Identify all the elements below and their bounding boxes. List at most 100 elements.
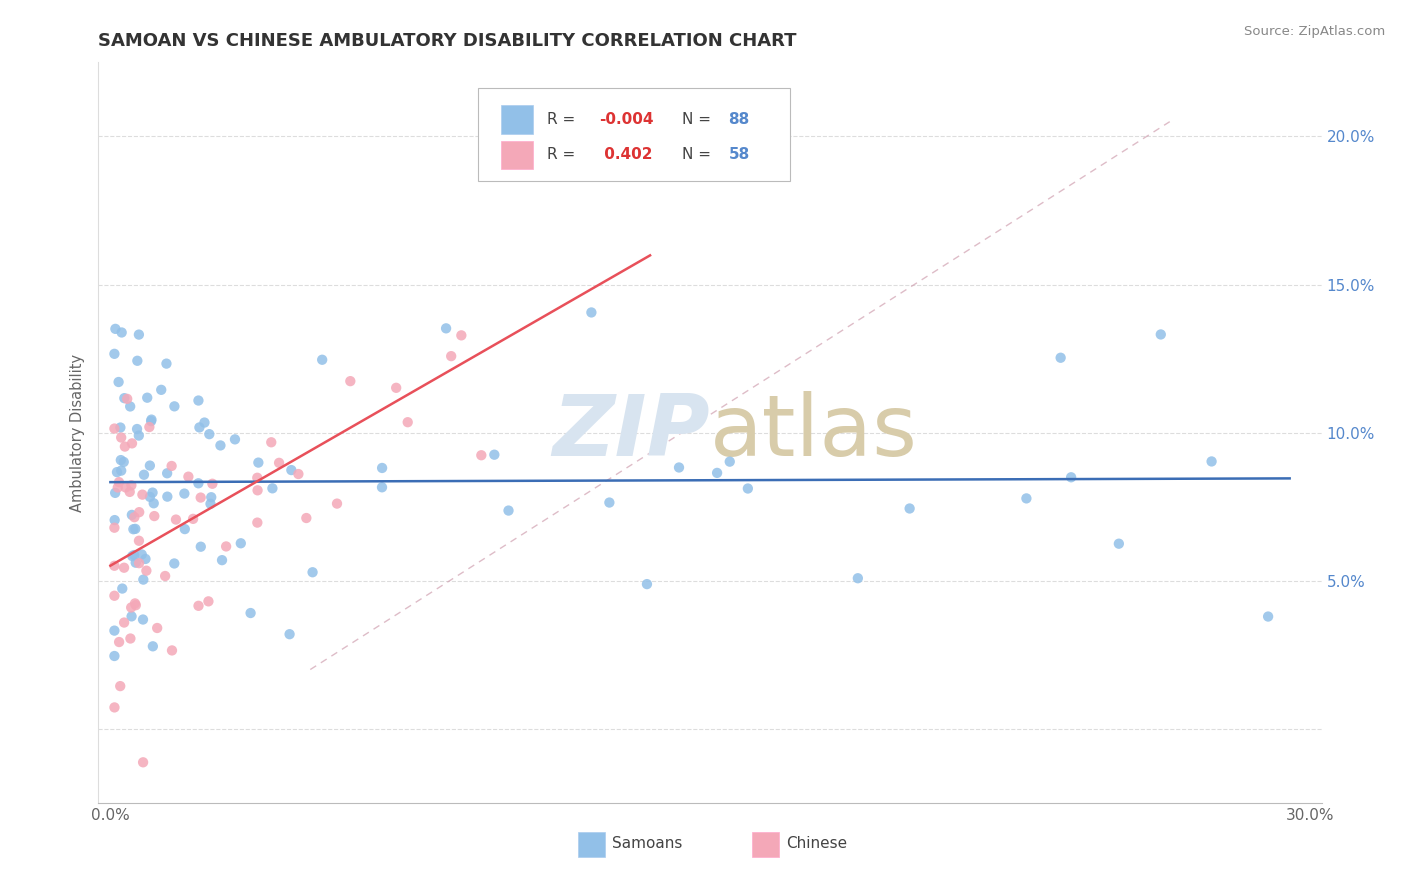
Point	[484, 448, 506, 462]
Text: 0.402: 0.402	[599, 147, 652, 162]
Point	[128, 533, 150, 548]
Text: -0.004: -0.004	[599, 112, 654, 127]
Point	[706, 466, 728, 480]
Point	[396, 415, 419, 429]
Point	[156, 490, 179, 504]
Point	[139, 490, 162, 504]
Text: Source: ZipAtlas.com: Source: ZipAtlas.com	[1244, 25, 1385, 38]
Point	[846, 571, 869, 585]
Point	[173, 522, 195, 536]
Point	[190, 491, 212, 505]
Point	[110, 420, 132, 434]
Point	[103, 589, 125, 603]
Point	[209, 438, 232, 452]
Point	[581, 305, 603, 319]
Point	[112, 455, 135, 469]
Point	[131, 488, 153, 502]
Point	[132, 573, 155, 587]
Point	[110, 431, 132, 445]
Text: atlas: atlas	[710, 391, 918, 475]
Point	[1201, 454, 1223, 468]
Point	[301, 566, 323, 580]
Point	[132, 756, 155, 770]
Point	[114, 480, 136, 494]
FancyBboxPatch shape	[578, 831, 605, 857]
Point	[132, 613, 155, 627]
Point	[114, 440, 136, 454]
Point	[132, 467, 155, 482]
Point	[156, 467, 179, 481]
Text: 88: 88	[728, 112, 749, 127]
Point	[120, 632, 142, 646]
Point	[470, 448, 492, 462]
FancyBboxPatch shape	[752, 831, 779, 857]
Point	[247, 456, 270, 470]
Text: SAMOAN VS CHINESE AMBULATORY DISABILITY CORRELATION CHART: SAMOAN VS CHINESE AMBULATORY DISABILITY …	[98, 32, 797, 50]
Point	[108, 635, 131, 649]
Point	[155, 357, 177, 371]
Point	[190, 540, 212, 554]
Point	[450, 328, 472, 343]
Point	[142, 485, 165, 500]
Point	[120, 400, 142, 414]
Point	[120, 478, 142, 492]
Point	[200, 490, 222, 504]
Point	[146, 621, 169, 635]
Point	[105, 465, 128, 479]
Point	[104, 486, 127, 500]
Point	[187, 476, 209, 491]
Point	[163, 557, 186, 571]
Point	[371, 480, 394, 494]
Point	[187, 599, 209, 613]
Point	[111, 326, 134, 340]
Point	[138, 420, 160, 434]
Text: N =: N =	[682, 147, 716, 162]
Point	[112, 615, 135, 630]
Point	[120, 600, 142, 615]
Point	[201, 476, 224, 491]
Point	[122, 548, 145, 562]
Point	[737, 482, 759, 496]
Point	[246, 471, 269, 485]
Point	[440, 349, 463, 363]
Point	[163, 400, 186, 414]
Point	[118, 484, 141, 499]
Point	[498, 503, 520, 517]
Point	[224, 433, 246, 447]
Point	[200, 497, 222, 511]
Point	[150, 383, 173, 397]
Text: Samoans: Samoans	[612, 836, 682, 851]
Point	[128, 428, 150, 442]
Point	[124, 522, 146, 536]
Point	[229, 536, 252, 550]
Point	[187, 393, 209, 408]
Point	[103, 347, 125, 361]
Point	[260, 435, 283, 450]
Point	[125, 422, 148, 436]
Point	[135, 564, 157, 578]
Point	[121, 508, 143, 522]
Point	[267, 456, 290, 470]
Text: R =: R =	[547, 147, 581, 162]
Point	[385, 381, 408, 395]
FancyBboxPatch shape	[501, 141, 533, 169]
Point	[134, 552, 156, 566]
Point	[139, 458, 162, 473]
Text: ZIP: ZIP	[553, 391, 710, 475]
Point	[103, 648, 125, 663]
Text: Chinese: Chinese	[786, 836, 846, 851]
Point	[246, 483, 269, 498]
Point	[121, 436, 143, 450]
Point	[131, 548, 153, 562]
Y-axis label: Ambulatory Disability: Ambulatory Disability	[70, 353, 86, 512]
FancyBboxPatch shape	[478, 88, 790, 181]
Point	[295, 511, 318, 525]
Point	[128, 556, 150, 570]
Point	[434, 321, 457, 335]
Point	[143, 509, 166, 524]
Point	[898, 501, 921, 516]
Point	[215, 540, 238, 554]
Point	[125, 598, 148, 612]
Point	[112, 391, 135, 405]
Point	[128, 327, 150, 342]
